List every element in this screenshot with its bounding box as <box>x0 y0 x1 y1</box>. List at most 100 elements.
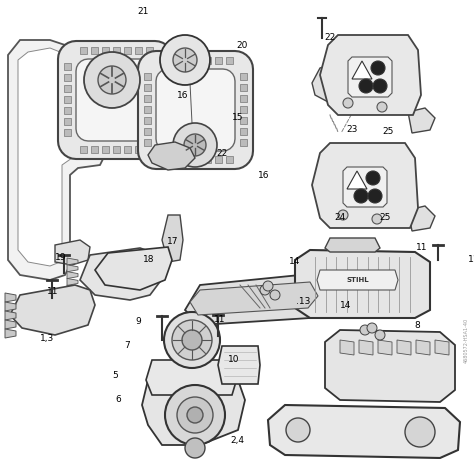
Circle shape <box>368 189 382 203</box>
Polygon shape <box>144 139 151 146</box>
Polygon shape <box>317 270 398 290</box>
Polygon shape <box>340 340 354 355</box>
Polygon shape <box>240 128 247 135</box>
Text: 5: 5 <box>112 370 118 380</box>
Polygon shape <box>124 146 131 153</box>
Polygon shape <box>325 238 380 252</box>
Polygon shape <box>5 302 16 311</box>
Polygon shape <box>67 272 78 279</box>
Text: 19: 19 <box>55 253 67 263</box>
Circle shape <box>187 407 203 423</box>
Text: 23: 23 <box>346 125 358 134</box>
Text: 9: 9 <box>135 317 141 325</box>
Polygon shape <box>182 156 189 163</box>
Polygon shape <box>204 156 211 163</box>
Circle shape <box>373 79 387 93</box>
Polygon shape <box>162 215 183 262</box>
Circle shape <box>367 323 377 333</box>
Polygon shape <box>80 146 87 153</box>
Polygon shape <box>312 143 418 228</box>
Circle shape <box>270 290 280 300</box>
Polygon shape <box>64 129 71 136</box>
Polygon shape <box>325 330 455 402</box>
Polygon shape <box>171 156 178 163</box>
Polygon shape <box>190 282 318 315</box>
Polygon shape <box>144 84 151 91</box>
Text: .13: .13 <box>296 297 310 307</box>
Polygon shape <box>240 139 247 146</box>
Text: 11: 11 <box>468 256 474 264</box>
Text: 22: 22 <box>216 149 228 157</box>
Polygon shape <box>397 340 411 355</box>
Polygon shape <box>146 360 238 395</box>
Polygon shape <box>148 142 195 170</box>
Text: 21: 21 <box>137 7 149 17</box>
Polygon shape <box>135 146 142 153</box>
Polygon shape <box>91 146 98 153</box>
Circle shape <box>172 320 212 360</box>
Polygon shape <box>160 74 167 81</box>
Polygon shape <box>64 118 71 125</box>
Polygon shape <box>144 106 151 113</box>
Polygon shape <box>348 57 392 97</box>
Text: 7: 7 <box>124 341 130 349</box>
Polygon shape <box>185 275 325 325</box>
Text: 22: 22 <box>324 33 336 41</box>
Polygon shape <box>67 285 78 292</box>
Polygon shape <box>240 106 247 113</box>
Polygon shape <box>160 129 167 136</box>
Polygon shape <box>218 346 260 384</box>
Polygon shape <box>146 47 153 54</box>
Polygon shape <box>91 47 98 54</box>
Circle shape <box>173 48 197 72</box>
Polygon shape <box>5 329 16 338</box>
Polygon shape <box>10 285 95 335</box>
Circle shape <box>354 189 368 203</box>
Polygon shape <box>67 279 78 285</box>
Polygon shape <box>160 57 167 64</box>
Polygon shape <box>435 340 449 355</box>
Polygon shape <box>226 156 233 163</box>
Circle shape <box>343 98 353 108</box>
Circle shape <box>372 214 382 224</box>
Polygon shape <box>5 320 16 329</box>
Text: 16: 16 <box>177 90 189 100</box>
Polygon shape <box>215 57 222 64</box>
Polygon shape <box>226 57 233 64</box>
Text: 4680572-HSA1-40: 4680572-HSA1-40 <box>464 318 468 363</box>
Text: 25: 25 <box>383 128 394 136</box>
Text: 14: 14 <box>289 257 301 265</box>
Polygon shape <box>64 63 71 70</box>
Polygon shape <box>416 340 430 355</box>
Polygon shape <box>312 60 395 108</box>
Polygon shape <box>144 73 151 80</box>
Polygon shape <box>193 156 200 163</box>
Polygon shape <box>240 73 247 80</box>
Polygon shape <box>113 146 120 153</box>
Polygon shape <box>64 96 71 103</box>
Text: 10: 10 <box>228 356 240 364</box>
Polygon shape <box>204 57 211 64</box>
Polygon shape <box>352 61 372 79</box>
Circle shape <box>263 281 273 291</box>
Circle shape <box>184 134 206 156</box>
Polygon shape <box>64 107 71 114</box>
Circle shape <box>165 385 225 445</box>
Circle shape <box>177 397 213 433</box>
Text: 6: 6 <box>115 396 121 404</box>
Circle shape <box>360 325 370 335</box>
Polygon shape <box>160 107 167 114</box>
Circle shape <box>377 102 387 112</box>
Polygon shape <box>144 95 151 102</box>
Text: 17: 17 <box>167 237 179 246</box>
Polygon shape <box>5 311 16 320</box>
Polygon shape <box>160 63 167 70</box>
Polygon shape <box>146 146 153 153</box>
Polygon shape <box>135 47 142 54</box>
Polygon shape <box>215 156 222 163</box>
Polygon shape <box>80 47 87 54</box>
Polygon shape <box>58 41 173 159</box>
Text: 20: 20 <box>237 41 248 50</box>
Polygon shape <box>144 128 151 135</box>
Circle shape <box>371 61 385 75</box>
